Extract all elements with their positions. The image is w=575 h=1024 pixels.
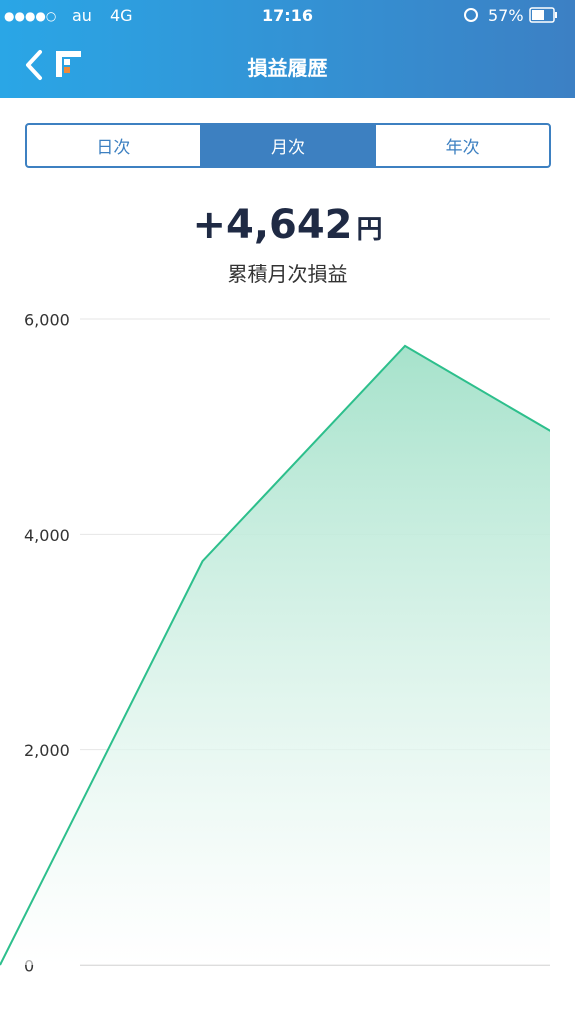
battery-icon [529,7,555,23]
logo [56,51,81,77]
tab-yearly[interactable]: 年次 [445,138,480,158]
nav-icons [26,7,557,80]
plot [0,344,550,966]
y-tick-label: 0 [24,957,34,976]
back-button[interactable] [26,50,42,80]
line [0,344,550,966]
battery-fill [532,10,544,20]
network: 4G [110,6,133,25]
battery-tip [555,12,557,18]
y-tick-label: 4,000 [24,526,70,545]
alarm-icon [464,8,478,22]
total-amount: +4,642 [192,202,353,248]
nav-bar: ●●●●○ au 4G 17:16 57% 損益履歴 [0,0,575,98]
period-tabs: 日次 月次 年次 [25,123,551,168]
total-label: 累積月次損益 [227,262,348,286]
total-unit: 円 [356,215,383,245]
signal: ●●●●○ [4,9,57,23]
area [0,345,550,965]
tab-monthly[interactable]: 月次 [199,125,377,166]
screen-title: 損益履歴 [247,56,328,80]
y-tick-label: 2,000 [24,741,70,760]
y-tick-label: 6,000 [24,311,70,330]
tab-daily[interactable]: 日次 [96,138,131,158]
clock: 17:16 [262,6,313,25]
carrier: au [72,6,92,25]
battery-level: 57% [488,6,524,25]
total: +4,642 円 [0,202,575,248]
